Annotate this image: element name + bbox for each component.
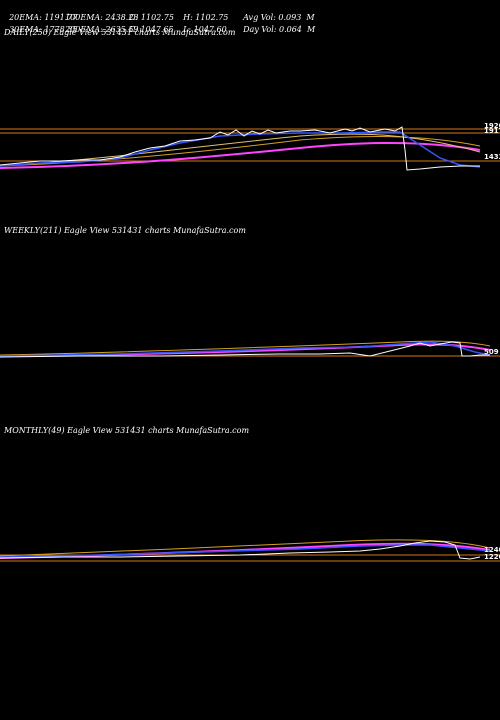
monthly-chart: 1240 1220 [0,539,500,562]
daily-level-label: 1917 [484,127,500,135]
weekly-chart: 509 [0,340,500,358]
open-readout: O: 1102.75 [129,13,174,22]
monthly-level-label: 1220 [484,553,500,561]
daily-ema-fast-line [0,131,481,168]
daily-ema-slow-line [0,142,481,169]
monthly-level-label: 1240 [484,546,500,554]
monthly-ema-mid-line [0,539,491,557]
daily-panel-title: DAILY(250) Eagle View 531431 charts Muna… [4,28,236,37]
day-vol-readout: Day Vol: 0.064 M [243,25,316,34]
indicator-header-row2: 30EMA: 1778.35200EMA: 2635.59C: 1047.65 L… [4,15,315,35]
daily-level-label: 1920 [484,122,500,130]
low-readout: L: 1047.60 [183,25,227,34]
high-readout: H: 1102.75 [183,13,229,22]
close-readout: C: 1047.65 [129,25,174,34]
monthly-ema-fast-line [0,544,491,558]
ema100-readout: 100EMA: 2438.23 [65,13,139,22]
daily-level-label: 1432 [484,153,500,161]
monthly-price-line [0,540,481,560]
weekly-level-label: 509 [484,348,499,356]
weekly-ema-fast-line [0,341,491,357]
ema30-readout: 30EMA: 1778.35 [9,25,78,34]
daily-ema-mid2-line [0,133,481,167]
weekly-price-line [0,341,490,358]
daily-price-line [0,126,480,171]
monthly-panel-title: MONTHLY(49) Eagle View 531431 charts Mun… [4,426,250,435]
ema20-readout: 20EMA: 1191.77 [9,13,78,22]
daily-chart: 1920 1917 1432 [0,122,500,171]
indicator-header: 20EMA: 1191.77100EMA: 2438.23O: 1102.75 H… [4,3,315,23]
avg-vol-readout: Avg Vol: 0.093 M [243,13,315,22]
ema200-readout: 200EMA: 2635.59 [65,25,139,34]
weekly-panel-title: WEEKLY(211) Eagle View 531431 charts Mun… [4,226,246,235]
